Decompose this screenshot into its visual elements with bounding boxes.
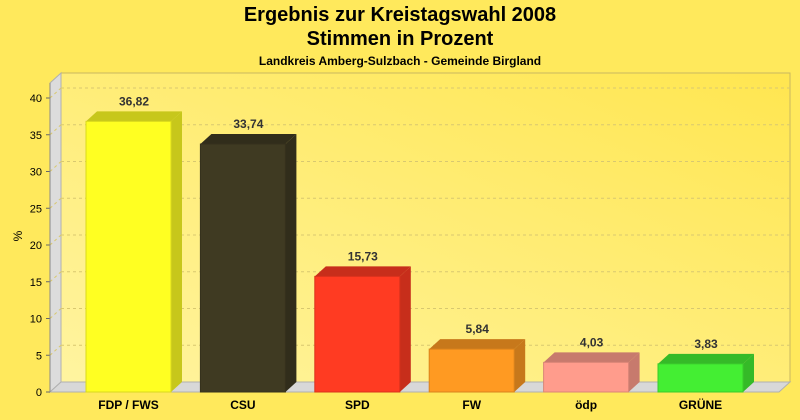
bar-side <box>628 352 640 392</box>
bar-top <box>86 111 182 122</box>
y-tick-label: 20 <box>30 240 42 252</box>
x-tick-label: GRÜNE <box>679 397 722 412</box>
gridline-side <box>49 308 62 319</box>
data-label: 36,82 <box>119 94 149 108</box>
data-label: 5,84 <box>466 322 490 336</box>
gridline-side <box>49 344 62 356</box>
y-tick-label: 15 <box>30 277 42 289</box>
gridline-side <box>49 161 62 172</box>
plot-side-wall <box>49 71 62 394</box>
x-tick-label: ödp <box>575 398 597 412</box>
x-tick-label: SPD <box>345 398 370 412</box>
y-tick-label: 10 <box>30 314 42 326</box>
bar-top <box>429 339 526 350</box>
x-tick-label: CSU <box>230 398 255 412</box>
gridline-side <box>49 197 62 209</box>
bar-top <box>658 353 754 364</box>
bar <box>428 348 515 393</box>
bar-top <box>314 266 411 277</box>
y-tick-label: 0 <box>36 387 42 399</box>
chart-caption: Landkreis Amberg-Sulzbach - Gemeinde Bir… <box>258 54 542 68</box>
bar <box>543 361 630 393</box>
bar-top <box>200 134 297 145</box>
data-label: 15,73 <box>348 249 378 263</box>
data-label: 3,83 <box>694 337 718 351</box>
chart-title: Ergebnis zur Kreistagswahl 2008 <box>243 4 557 26</box>
gridline-side <box>49 271 62 283</box>
x-tick-label: FW <box>462 398 481 412</box>
gridline-side <box>49 124 62 136</box>
bar-side <box>171 111 182 393</box>
bar-side <box>514 339 526 392</box>
chart-subtitle: Stimmen in Prozent <box>306 28 494 50</box>
y-tick-label: 40 <box>30 93 42 105</box>
bar <box>314 275 401 393</box>
bar <box>657 363 744 393</box>
y-tick-label: 35 <box>30 130 42 142</box>
gridline-side <box>49 87 62 99</box>
bar <box>85 120 172 393</box>
y-tick-label: 5 <box>36 350 42 362</box>
bar-side <box>399 266 411 392</box>
bar <box>199 143 286 393</box>
bar-top <box>543 352 640 363</box>
bar-side <box>285 134 297 393</box>
bar-side <box>743 353 754 392</box>
y-tick-label: 30 <box>30 167 42 179</box>
data-label: 33,74 <box>233 117 263 131</box>
y-axis-label: % <box>11 230 25 241</box>
gridline-side <box>49 234 62 246</box>
data-label: 4,03 <box>580 335 604 349</box>
y-tick-label: 25 <box>30 203 42 215</box>
x-tick-label: FDP / FWS <box>98 398 158 412</box>
